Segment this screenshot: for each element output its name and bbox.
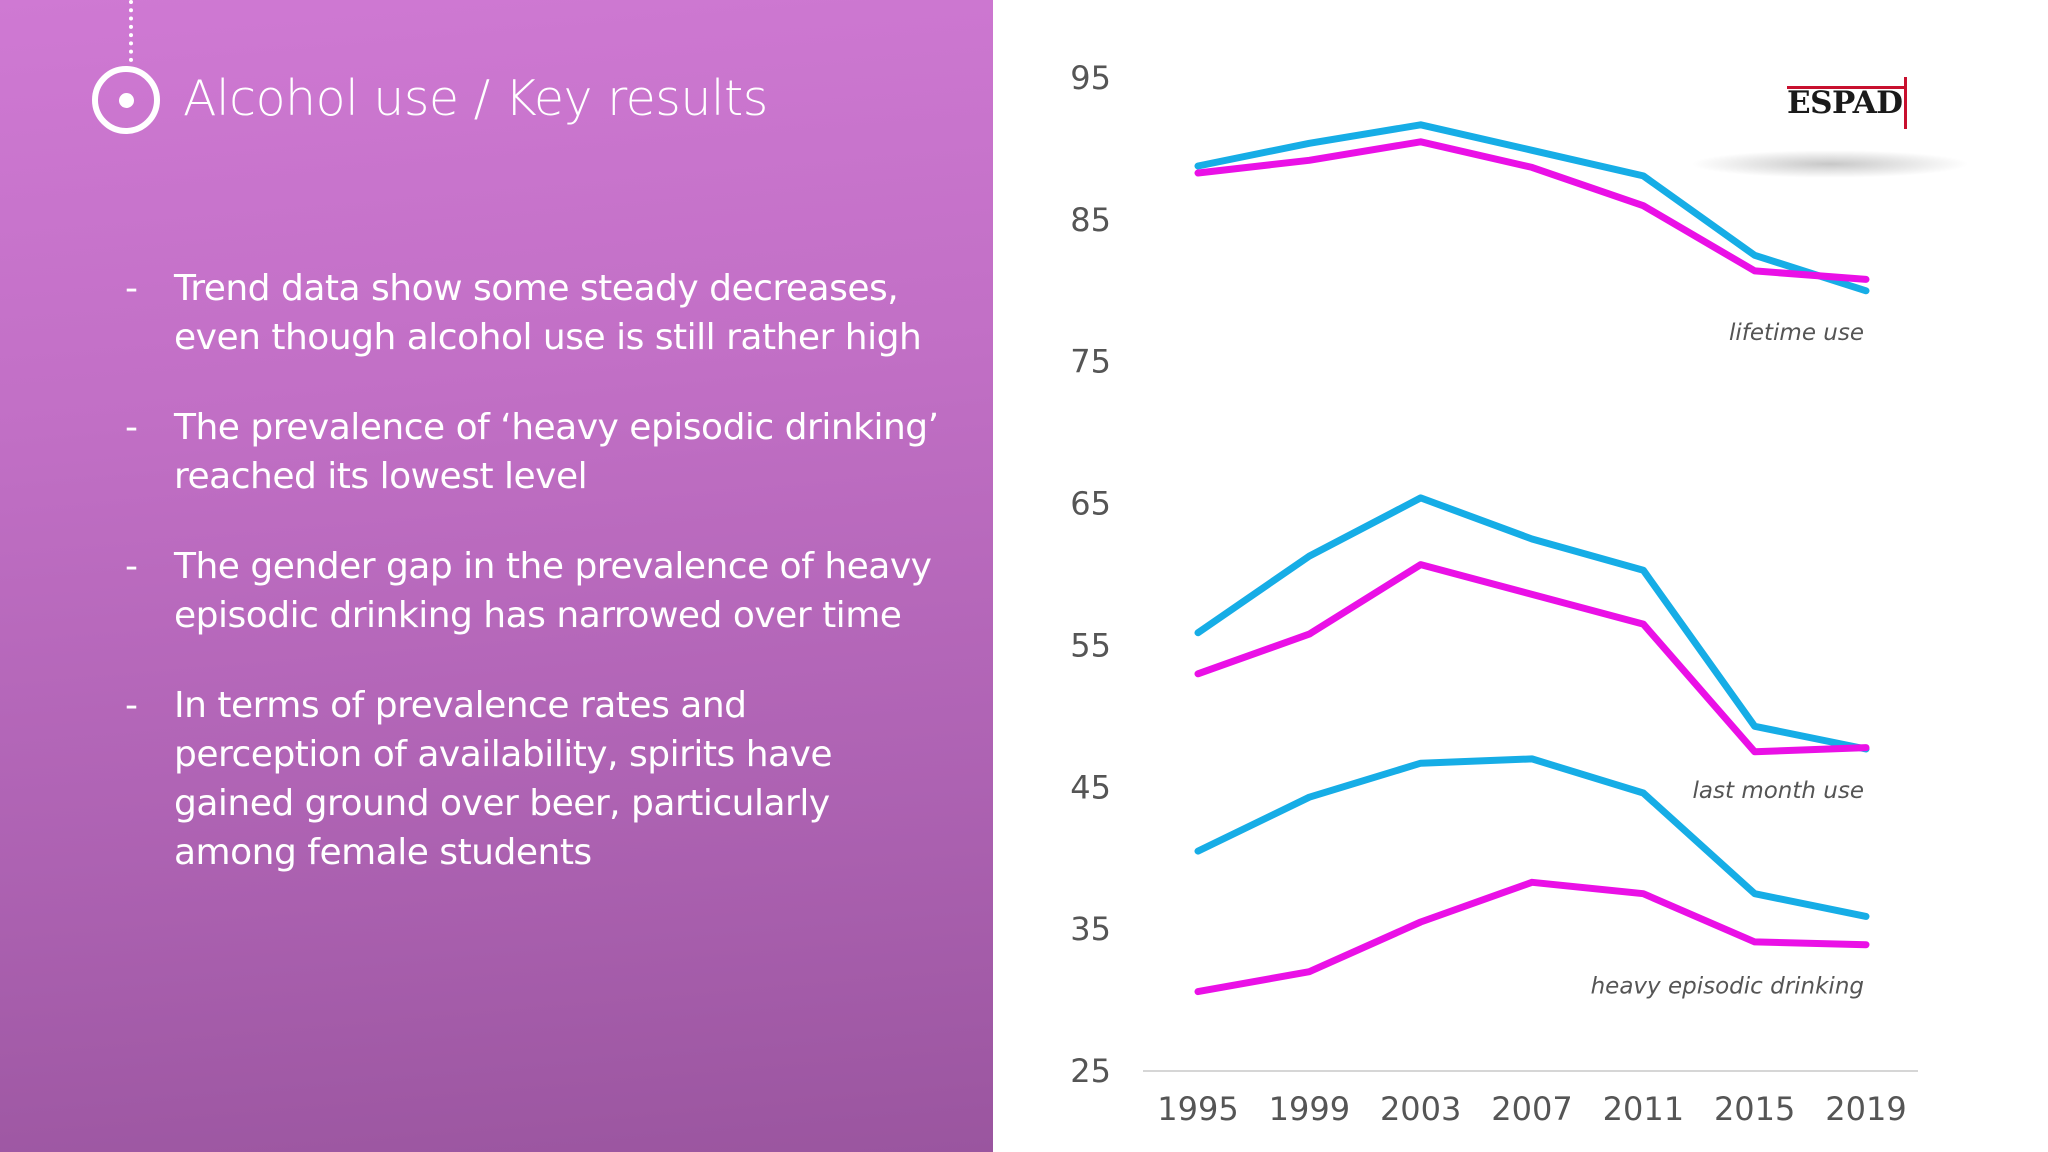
bullet-text: The prevalence of ‘heavy episodic drinki…	[174, 407, 939, 497]
x-tick-label: 2007	[1491, 1090, 1572, 1128]
logo-text: ESPAD	[1787, 85, 1903, 121]
bullet-item: - Trend data show some steady decreases, …	[125, 264, 945, 362]
timeline-dotted-line	[129, 0, 133, 62]
logo-accent-line	[1904, 77, 1907, 129]
x-tick-label: 2011	[1603, 1090, 1684, 1128]
y-tick-label: 95	[1070, 59, 1111, 97]
bullet-text: In terms of prevalence rates and percept…	[174, 685, 833, 873]
series-line	[1194, 878, 1870, 996]
slide-title: Alcohol use / Key results	[183, 70, 768, 127]
key-results-list: - Trend data show some steady decreases, …	[125, 264, 945, 918]
y-tick-label: 35	[1070, 910, 1111, 948]
bullet-text: Trend data show some steady decreases, e…	[174, 268, 922, 358]
bullet-marker: -	[125, 685, 138, 726]
espad-logo: ESPAD	[1787, 77, 1917, 129]
series-line	[1194, 494, 1870, 753]
logo-shadow	[1690, 150, 1970, 178]
bullet-marker: -	[125, 546, 138, 587]
series-line	[1194, 561, 1870, 756]
logo-accent-bar	[1787, 86, 1905, 89]
x-tick-label: 1995	[1157, 1090, 1238, 1128]
y-tick-label: 55	[1070, 626, 1111, 664]
series-line	[1194, 755, 1870, 920]
bullet-item: - The gender gap in the prevalence of hea…	[125, 542, 945, 640]
y-tick-label: 25	[1070, 1052, 1111, 1090]
y-tick-label: 45	[1070, 768, 1111, 806]
bullet-item: - The prevalence of ‘heavy episodic drink…	[125, 403, 945, 501]
target-icon	[92, 66, 160, 134]
y-tick-label: 85	[1070, 201, 1111, 239]
y-tick-label: 75	[1070, 343, 1111, 381]
x-tick-label: 1999	[1269, 1090, 1350, 1128]
x-tick-label: 2003	[1380, 1090, 1461, 1128]
bullet-marker: -	[125, 268, 138, 309]
x-tick-label: 2019	[1825, 1090, 1906, 1128]
bullet-text: The gender gap in the prevalence of heav…	[174, 546, 932, 636]
group-label: heavy episodic drinking	[1591, 974, 1864, 1000]
left-panel: Alcohol use / Key results - Trend data sh…	[0, 0, 993, 1152]
bullet-item: - In terms of prevalence rates and percep…	[125, 681, 945, 877]
x-tick-label: 2015	[1714, 1090, 1795, 1128]
bullet-marker: -	[125, 407, 138, 448]
series-line	[1194, 138, 1870, 283]
series-line	[1194, 121, 1870, 295]
group-label: last month use	[1693, 778, 1864, 804]
group-label: lifetime use	[1729, 320, 1864, 346]
y-tick-label: 65	[1070, 485, 1111, 523]
